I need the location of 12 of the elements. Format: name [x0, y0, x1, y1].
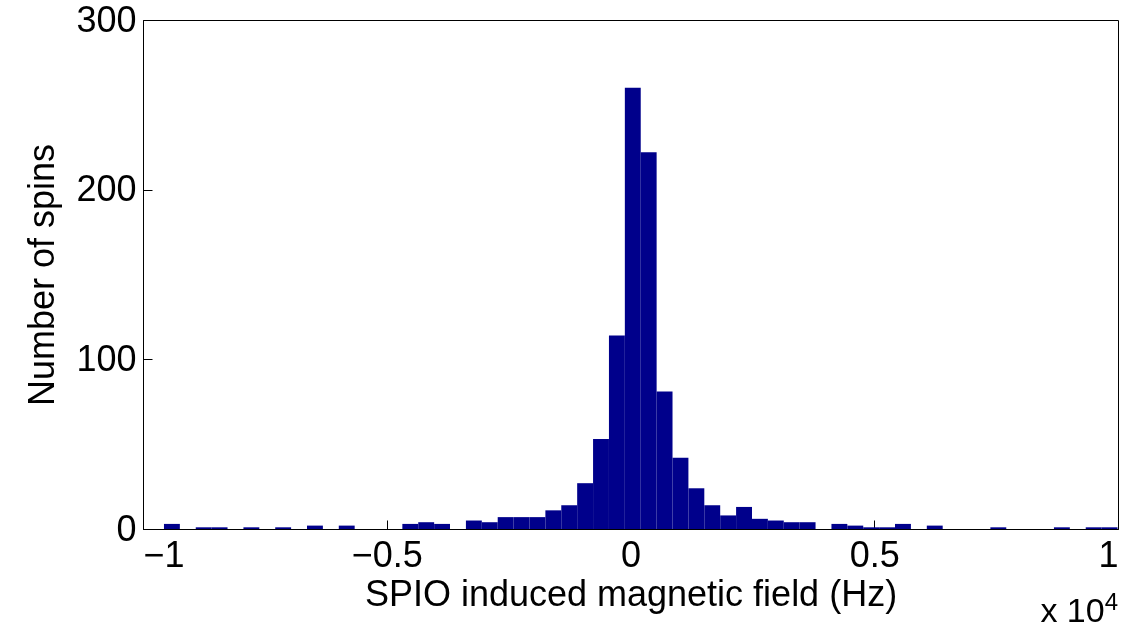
y-tick-label: 300: [76, 0, 137, 40]
x-tick-label: 0: [620, 533, 642, 575]
text: x 10$^{4}$: [1040, 588, 1118, 631]
x-tick-label: −0.5: [351, 533, 423, 575]
x-tick-label: 0.5: [849, 533, 900, 575]
y-tick-label: 100: [76, 337, 137, 379]
x-tick-label: −1: [143, 533, 185, 575]
y-tick-label: 0: [116, 507, 137, 549]
y-tick-label: 200: [76, 168, 137, 210]
x-tick-label: 1: [1098, 533, 1119, 575]
y-axis-title: Number of spins: [21, 143, 63, 407]
x-axis-title: SPIO induced magnetic field (Hz): [364, 572, 898, 614]
